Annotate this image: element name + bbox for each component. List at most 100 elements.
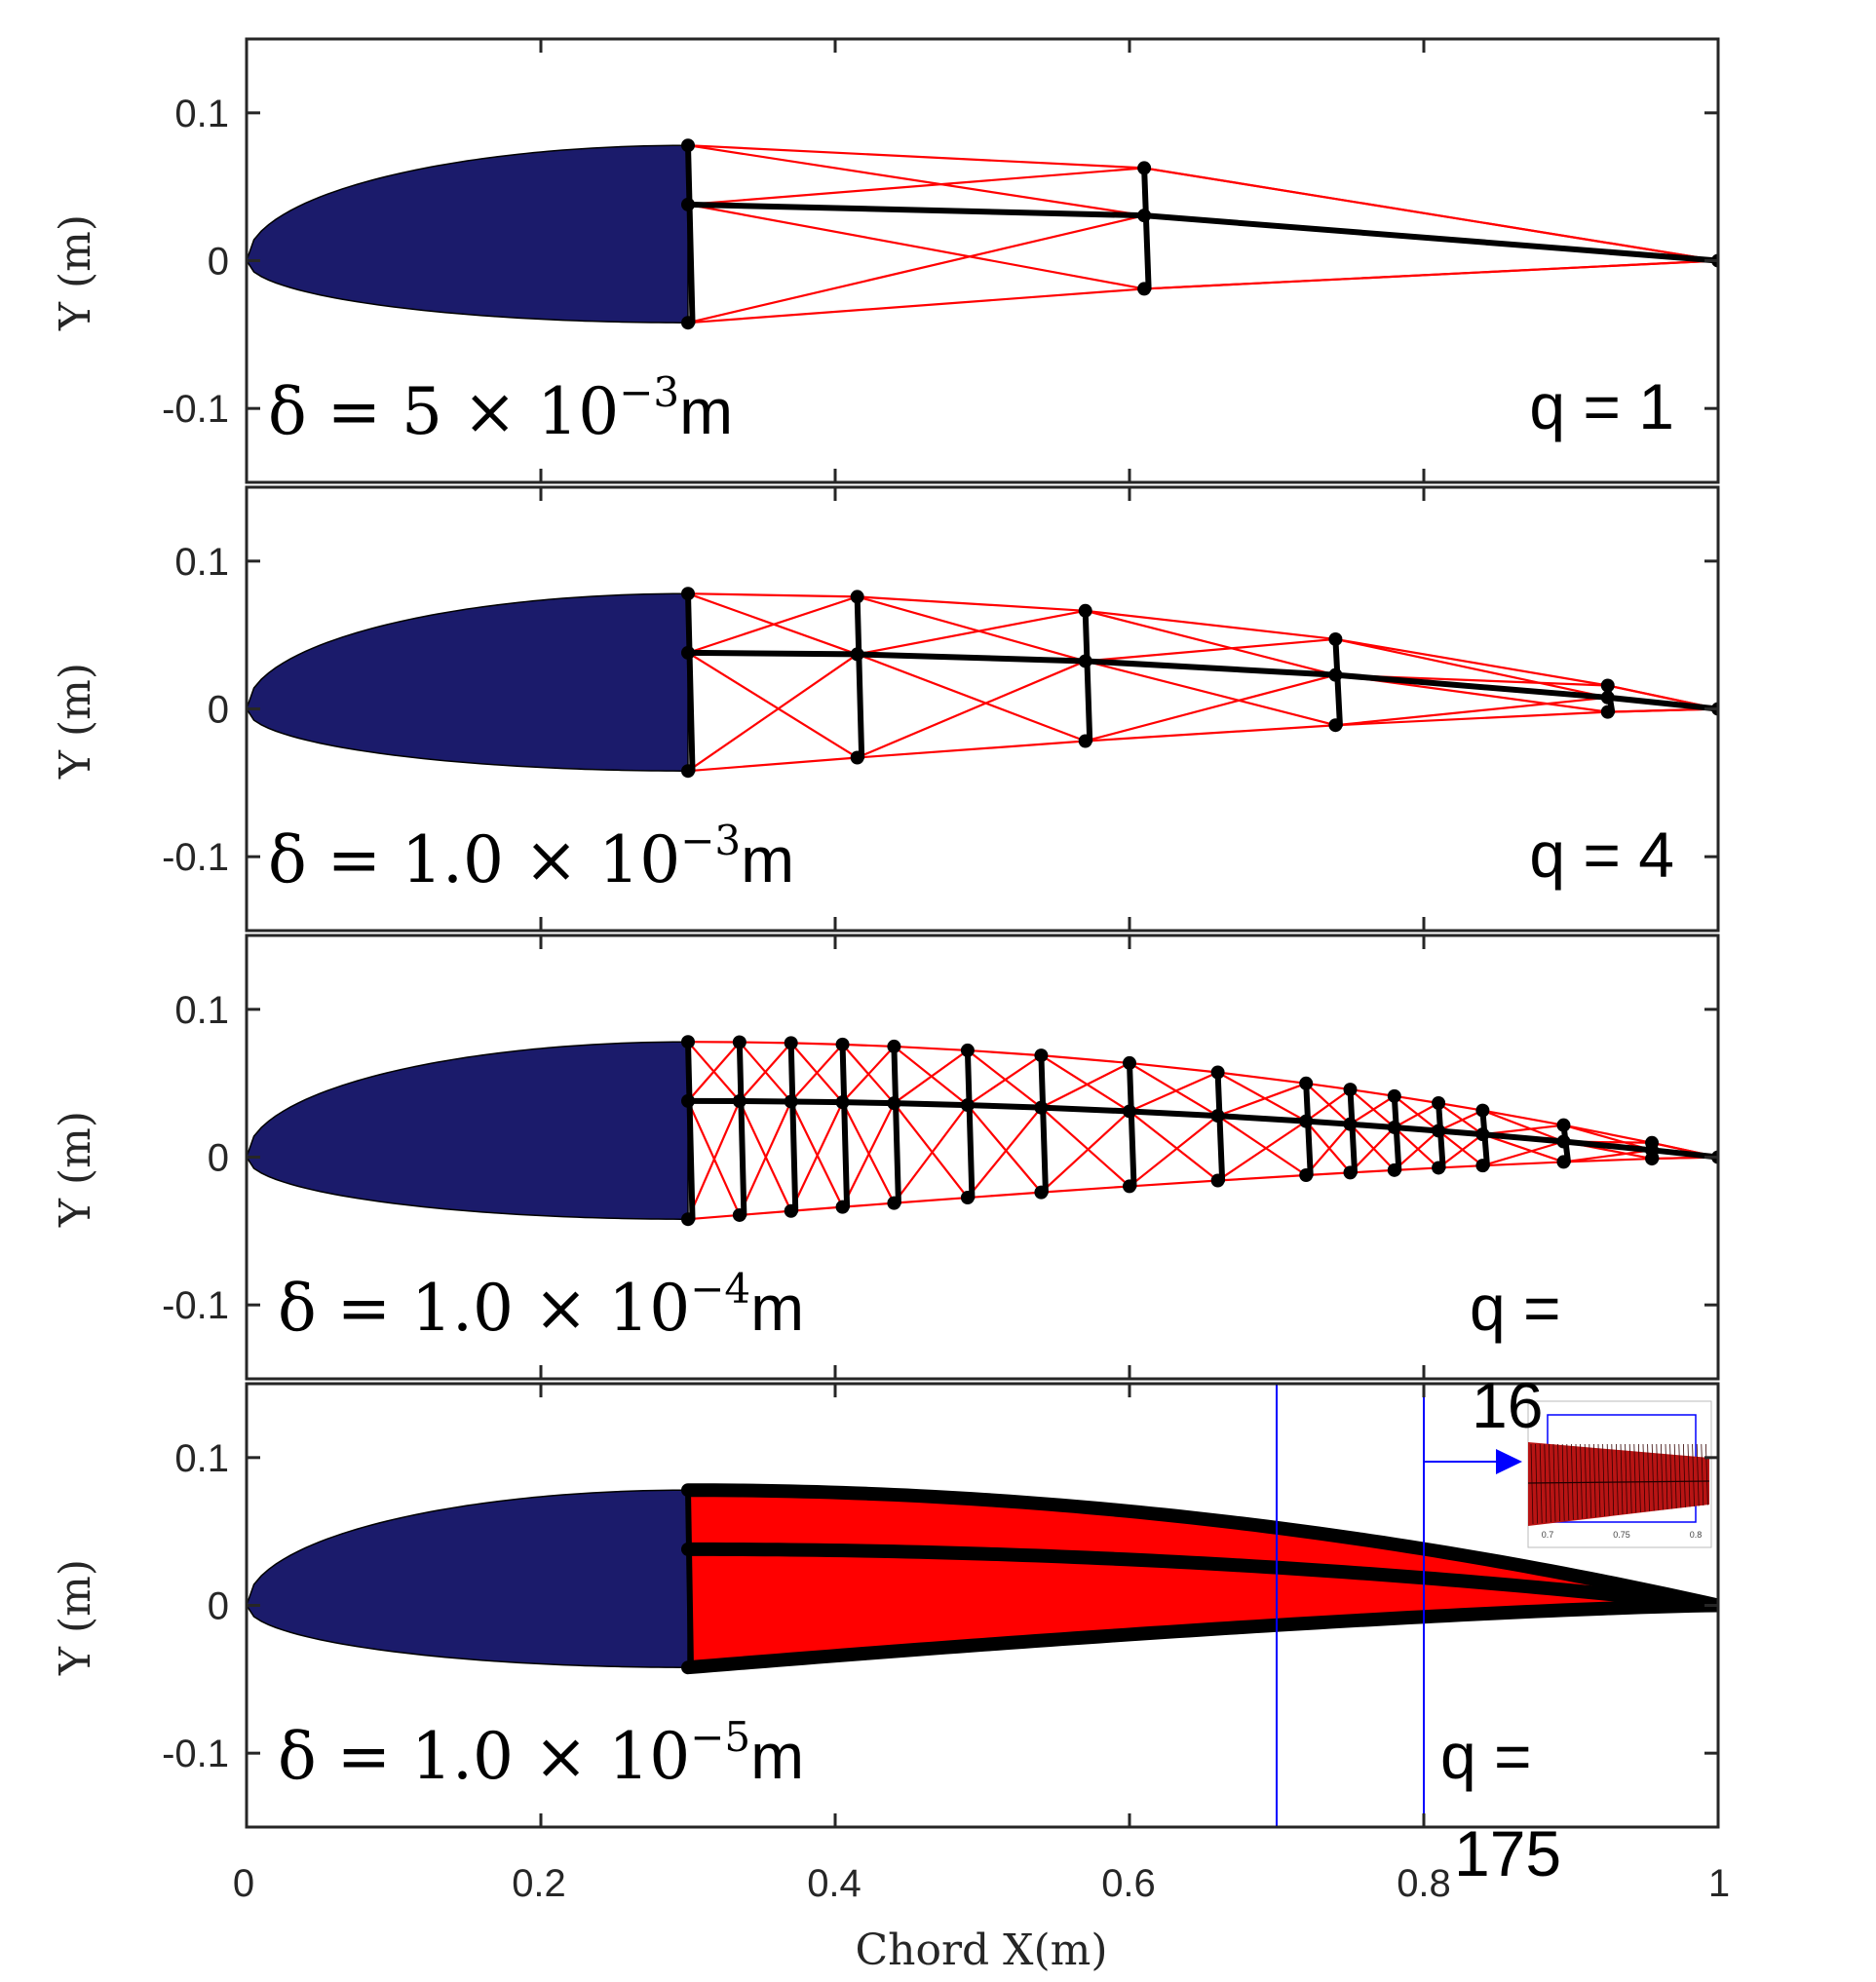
truss-node bbox=[887, 1196, 901, 1210]
truss-diagonal bbox=[687, 214, 1145, 324]
truss-diagonal bbox=[841, 1046, 896, 1103]
truss-vertical-member bbox=[1214, 1069, 1226, 1184]
truss-node bbox=[1600, 705, 1615, 719]
truss-node bbox=[784, 1203, 798, 1218]
inset-truss-member bbox=[1535, 1443, 1538, 1524]
inset-truss-member bbox=[1705, 1443, 1708, 1506]
delta-unit: m bbox=[679, 375, 733, 447]
inset-truss-member bbox=[1597, 1443, 1601, 1517]
truss-node bbox=[850, 590, 864, 604]
truss-node bbox=[1078, 734, 1092, 748]
truss-camber-member bbox=[685, 201, 1148, 219]
inset-truss-member bbox=[1638, 1443, 1641, 1513]
q-annotation-line2: 175 bbox=[1454, 1817, 1561, 1889]
truss-lower-chord bbox=[1394, 1166, 1439, 1171]
truss-node bbox=[1078, 654, 1092, 668]
truss-camber-member bbox=[891, 1100, 971, 1109]
truss-diagonal bbox=[1394, 1102, 1439, 1128]
inset-truss bbox=[1528, 1442, 1709, 1526]
truss-node bbox=[850, 750, 864, 765]
truss-upper-chord bbox=[967, 1048, 1042, 1057]
y-tick-label: -0.1 bbox=[162, 388, 229, 431]
y-tick-label: -0.1 bbox=[162, 836, 229, 879]
truss-node bbox=[732, 1207, 747, 1222]
q-annotation: q = 1 bbox=[1529, 370, 1674, 442]
truss-camber-member bbox=[964, 1102, 1045, 1111]
delta-base: δ = 1.0 × 10 bbox=[278, 1271, 690, 1346]
truss-node bbox=[960, 1191, 975, 1205]
truss-diagonal bbox=[893, 1104, 969, 1204]
plot-area bbox=[247, 138, 1718, 330]
truss-node bbox=[1387, 1120, 1401, 1134]
truss-node bbox=[681, 1035, 695, 1049]
truss-node bbox=[1475, 1127, 1490, 1142]
truss-vertical-member bbox=[685, 1039, 696, 1223]
truss-node bbox=[835, 1037, 850, 1051]
truss-upper-chord bbox=[842, 1043, 895, 1048]
truss-node bbox=[1123, 1104, 1136, 1119]
truss-lower-chord bbox=[687, 1213, 740, 1221]
x-tick-label-3: 0.6 bbox=[1101, 1862, 1156, 1905]
y-tick-label: -0.1 bbox=[162, 1733, 229, 1775]
subplot-4: 0.7 0.75 0.8 0.1 0 -0.1 Y (m) δ = 1.0 × 10−5m q … bbox=[51, 1382, 1720, 1829]
truss-diagonal bbox=[1305, 1082, 1352, 1125]
truss-node bbox=[1034, 1048, 1049, 1063]
y-axis-label: Y (m) bbox=[51, 1559, 100, 1676]
truss-lower-chord bbox=[790, 1205, 843, 1212]
truss-node bbox=[1137, 282, 1152, 296]
inset-truss-member bbox=[1611, 1443, 1615, 1516]
truss-diagonal bbox=[1143, 167, 1718, 262]
truss-node bbox=[1210, 1109, 1225, 1124]
truss-diagonal bbox=[841, 1101, 896, 1204]
inset-truss-member bbox=[1539, 1443, 1543, 1524]
truss-camber-member bbox=[1303, 1118, 1354, 1127]
inset-truss-member bbox=[1575, 1443, 1579, 1520]
truss-diagonal bbox=[1394, 1126, 1439, 1169]
inset-truss-member bbox=[1593, 1443, 1596, 1518]
truss-node bbox=[1137, 161, 1152, 175]
truss-lower-chord bbox=[1085, 724, 1336, 743]
delta-annotation: δ = 1.0 × 10−4m bbox=[278, 1265, 804, 1346]
truss-node bbox=[960, 1043, 975, 1057]
delta-base: δ = 1.0 × 10 bbox=[268, 822, 680, 897]
truss-upper-chord bbox=[1350, 1088, 1395, 1097]
truss-diagonal bbox=[789, 1101, 844, 1212]
truss-node bbox=[1328, 718, 1343, 733]
delta-exponent: −3 bbox=[680, 817, 741, 864]
truss-camber-member bbox=[1082, 658, 1339, 678]
truss-upper-chord bbox=[857, 595, 1086, 612]
truss-diagonal bbox=[1349, 1123, 1396, 1171]
truss-diagonal bbox=[1305, 1123, 1352, 1176]
truss-vertical-member bbox=[787, 1040, 799, 1214]
truss-node bbox=[1328, 631, 1343, 646]
truss-upper-chord bbox=[1129, 1061, 1218, 1074]
truss-diagonal bbox=[739, 1042, 792, 1102]
delta-annotation: δ = 1.0 × 10−5m bbox=[278, 1713, 804, 1794]
truss-diagonal bbox=[687, 1041, 741, 1102]
truss-node bbox=[1556, 1134, 1571, 1149]
truss-vertical-member bbox=[736, 1039, 747, 1218]
truss-vertical-member bbox=[1141, 165, 1152, 292]
dense-camber-member bbox=[681, 1542, 1718, 1613]
truss-lower-chord bbox=[1335, 710, 1608, 727]
subplot-3: 0.1 0 -0.1 Y (m) δ = 1.0 × 10−4m q = bbox=[51, 934, 1720, 1381]
truss-camber-member bbox=[1127, 1108, 1221, 1120]
inset-tick-label: 0.7 bbox=[1542, 1530, 1554, 1540]
truss-diagonal bbox=[1129, 1061, 1219, 1118]
inset-truss-member bbox=[1651, 1443, 1655, 1511]
truss-node bbox=[1475, 1159, 1490, 1173]
inset-truss-member bbox=[1661, 1443, 1664, 1510]
truss-diagonal bbox=[1040, 1061, 1130, 1109]
inset-truss-member bbox=[1696, 1443, 1700, 1506]
truss-diagonal bbox=[1482, 1109, 1564, 1143]
truss-upper-chord bbox=[1394, 1094, 1439, 1105]
truss-upper-chord bbox=[1041, 1054, 1130, 1065]
truss-diagonal bbox=[893, 1049, 969, 1105]
truss-diagonal bbox=[893, 1102, 969, 1199]
truss-diagonal bbox=[687, 651, 859, 759]
truss-diagonal bbox=[1437, 1109, 1483, 1132]
truss-camber-member bbox=[1214, 1113, 1310, 1124]
delta-annotation: δ = 1.0 × 10−3m bbox=[268, 817, 794, 897]
truss-lower-chord bbox=[842, 1201, 895, 1208]
truss-lower-chord bbox=[1217, 1173, 1307, 1182]
